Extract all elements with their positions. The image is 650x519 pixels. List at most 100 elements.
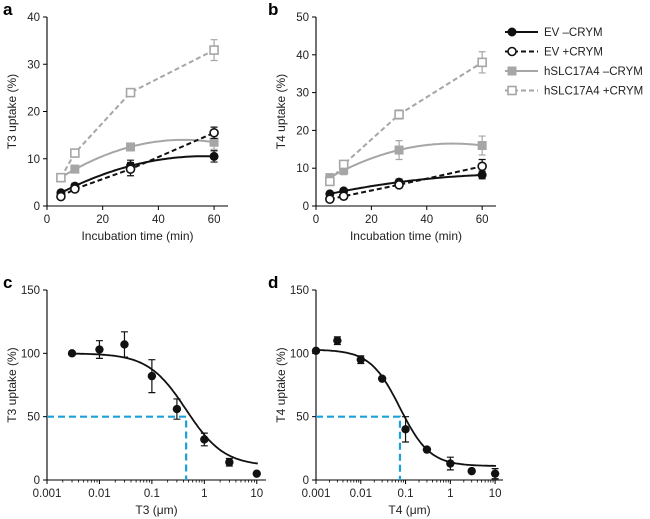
data-point xyxy=(467,466,476,476)
x-tick-label: 0.001 xyxy=(33,488,62,500)
data-point xyxy=(209,127,219,138)
x-tick-label: 10 xyxy=(250,488,263,500)
data-point xyxy=(401,425,410,434)
series-line xyxy=(60,155,215,194)
data-point xyxy=(126,142,136,152)
panel-d: d 0 50 100 150 0.001 0.01 0.1 1 10 T4 (μm) T4 uptak… xyxy=(268,273,503,517)
data-point xyxy=(70,164,80,174)
y-axis-title: T4 uptake (%) xyxy=(274,74,288,149)
legend-item: EV –CRYM xyxy=(505,27,603,39)
y-tick-label: 30 xyxy=(27,59,40,71)
panel-letter: d xyxy=(268,273,278,292)
x-tick-label: 0 xyxy=(44,214,50,226)
y-tick-label: 20 xyxy=(296,125,309,137)
data-point xyxy=(325,194,335,204)
series-line xyxy=(60,49,215,179)
data-point xyxy=(209,137,219,147)
data-point xyxy=(209,151,219,161)
data-point xyxy=(394,180,404,190)
data-point xyxy=(147,371,157,381)
legend-label: EV –CRYM xyxy=(544,27,603,39)
y-tick-label: 50 xyxy=(296,12,309,24)
data-point xyxy=(338,191,349,201)
y-tick-label: 0 xyxy=(303,201,309,213)
ic50-guide xyxy=(316,415,402,480)
x-tick-label: 60 xyxy=(208,214,221,226)
y-tick-label: 150 xyxy=(290,285,309,297)
data-point xyxy=(477,141,487,151)
y-tick-label: 10 xyxy=(296,163,309,175)
panel-a: a 0 10 20 30 40 0 20 40 60 Incubation time (min) T3… xyxy=(3,0,228,243)
data-point xyxy=(225,458,234,467)
data-point xyxy=(477,57,487,68)
y-axis-title: T3 uptake (%) xyxy=(5,347,19,422)
series-0 xyxy=(325,170,487,199)
legend-marker xyxy=(507,27,517,37)
legend-marker xyxy=(507,66,517,76)
y-axis-title: T4 uptake (%) xyxy=(274,347,288,422)
x-tick-label: 10 xyxy=(489,488,502,500)
data-point xyxy=(56,172,66,183)
y-tick-label: 40 xyxy=(27,12,40,24)
panel-c: c 0 50 100 150 0.001 0.01 0.1 1 10 T3 (μm) T3 uptak… xyxy=(3,273,266,517)
data-point xyxy=(333,336,342,345)
y-tick-label: 0 xyxy=(34,475,40,487)
x-tick-label: 0.1 xyxy=(398,488,414,500)
data-point xyxy=(209,45,219,55)
series-2 xyxy=(325,135,487,183)
x-tick-label: 60 xyxy=(476,214,489,226)
data-point xyxy=(311,346,321,355)
y-tick-label: 0 xyxy=(34,201,40,213)
x-tick-label: 40 xyxy=(420,214,433,226)
fit-curve xyxy=(313,349,496,467)
x-axis-title: T3 (μm) xyxy=(135,503,177,517)
series-line xyxy=(60,131,215,198)
y-tick-label: 10 xyxy=(27,154,40,166)
panel-letter: a xyxy=(3,0,13,19)
x-tick-label: 0.1 xyxy=(144,488,160,500)
series-line xyxy=(329,142,483,179)
data-point xyxy=(95,345,104,354)
series-2 xyxy=(56,134,219,183)
data-point xyxy=(394,109,404,120)
series-line xyxy=(329,61,483,183)
data-point xyxy=(490,469,500,478)
x-tick-label: 0.01 xyxy=(350,488,372,500)
data-point xyxy=(125,87,136,98)
x-tick-label: 20 xyxy=(365,214,378,226)
legend-label: hSLC17A4 –CRYM xyxy=(544,66,643,78)
y-tick-label: 0 xyxy=(303,475,309,487)
y-tick-label: 30 xyxy=(296,88,309,100)
y-tick-label: 100 xyxy=(290,348,309,360)
x-tick-label: 1 xyxy=(201,488,207,500)
data-point xyxy=(200,435,209,444)
data-point xyxy=(252,469,261,478)
y-tick-label: 20 xyxy=(27,107,40,119)
data-point xyxy=(422,445,432,454)
panel-letter: b xyxy=(268,0,278,19)
series-0 xyxy=(56,150,219,198)
series-3 xyxy=(325,51,487,187)
data-point xyxy=(56,191,66,202)
legend: EV –CRYM EV +CRYM hSLC17A4 –CRYM hSLC17A4 +… xyxy=(505,27,643,98)
data-point xyxy=(120,340,129,349)
legend-item: EV +CRYM xyxy=(505,47,603,59)
series-1 xyxy=(325,158,487,204)
x-tick-label: 20 xyxy=(96,214,109,226)
legend-item: hSLC17A4 –CRYM xyxy=(505,66,643,78)
legend-item: hSLC17A4 +CRYM xyxy=(505,86,643,98)
y-tick-label: 50 xyxy=(296,412,309,424)
data-point xyxy=(394,145,404,155)
data-point xyxy=(70,148,80,158)
fit-curve xyxy=(69,352,258,465)
series-1 xyxy=(56,126,219,202)
data-point xyxy=(325,176,335,187)
panel-b: b 0 10 20 30 40 50 0 20 40 60 Incubation time (min)… xyxy=(268,0,496,243)
data-point xyxy=(446,459,455,468)
data-point xyxy=(338,159,349,170)
x-tick-label: 40 xyxy=(152,214,165,226)
x-tick-label: 0.001 xyxy=(302,488,331,500)
data-point xyxy=(356,355,365,364)
y-tick-label: 40 xyxy=(296,50,309,62)
y-tick-label: 50 xyxy=(27,412,40,424)
